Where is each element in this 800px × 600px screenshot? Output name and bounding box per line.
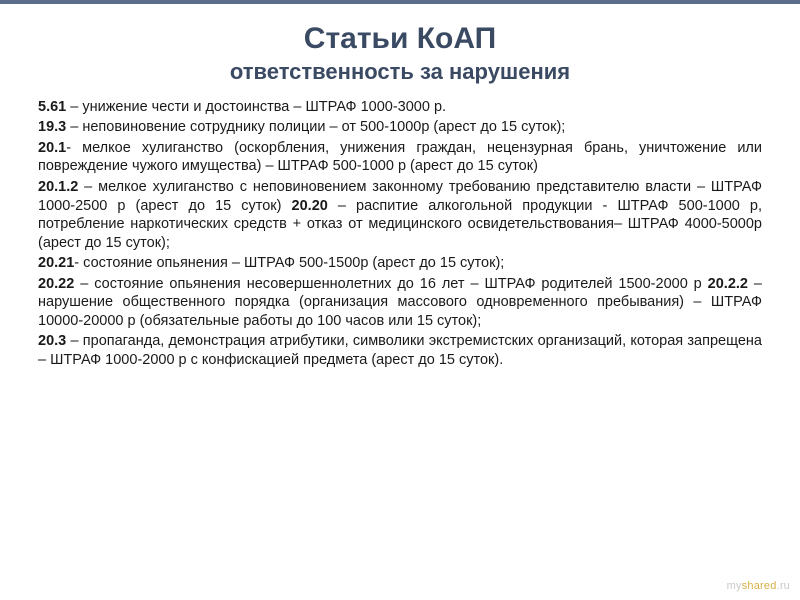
article-number: 5.61 <box>38 99 66 115</box>
article-text: – неповиновение сотруднику полиции – от … <box>66 119 565 135</box>
article-line: 19.3 – неповиновение сотруднику полиции … <box>38 118 762 137</box>
article-number: 20.2.2 <box>708 276 748 292</box>
title-sub: ответственность за нарушения <box>38 59 762 84</box>
watermark-part3: .ru <box>777 580 790 592</box>
article-number: 20.1.2 <box>38 179 78 195</box>
article-text: - мелкое хулиганство (оскорбления, униже… <box>38 140 762 175</box>
slide-body: 5.61 – унижение чести и достоинства – ШТ… <box>38 98 762 370</box>
article-text: – унижение чести и достоинства – ШТРАФ 1… <box>66 99 446 115</box>
watermark: myshared.ru <box>727 580 790 592</box>
article-number: 20.3 <box>38 333 66 349</box>
article-line: 20.22 – состояние опьянения несовершенно… <box>38 275 762 331</box>
article-number: 19.3 <box>38 119 66 135</box>
article-line: 20.1- мелкое хулиганство (оскорбления, у… <box>38 139 762 176</box>
slide: Статьи КоАП ответственность за нарушения… <box>0 0 800 600</box>
article-line: 20.3 – пропаганда, демонстрация атрибути… <box>38 332 762 369</box>
watermark-part1: my <box>727 580 742 592</box>
article-line: 20.21- состояние опьянения – ШТРАФ 500-1… <box>38 254 762 273</box>
article-text: – пропаганда, демонстрация атрибутики, с… <box>38 333 762 368</box>
article-line: 5.61 – унижение чести и достоинства – ШТ… <box>38 98 762 117</box>
article-number: 20.1 <box>38 140 66 156</box>
article-text: – состояние опьянения несовершеннолетних… <box>74 276 707 292</box>
title-main: Статьи КоАП <box>38 22 762 57</box>
article-number: 20.21 <box>38 255 74 271</box>
article-line: 20.1.2 – мелкое хулиганство с неповинове… <box>38 178 762 252</box>
article-number: 20.20 <box>292 198 328 214</box>
article-text: - состояние опьянения – ШТРАФ 500-1500р … <box>74 255 504 271</box>
slide-title: Статьи КоАП ответственность за нарушения <box>38 22 762 84</box>
watermark-part2: shared <box>742 580 777 592</box>
article-number: 20.22 <box>38 276 74 292</box>
